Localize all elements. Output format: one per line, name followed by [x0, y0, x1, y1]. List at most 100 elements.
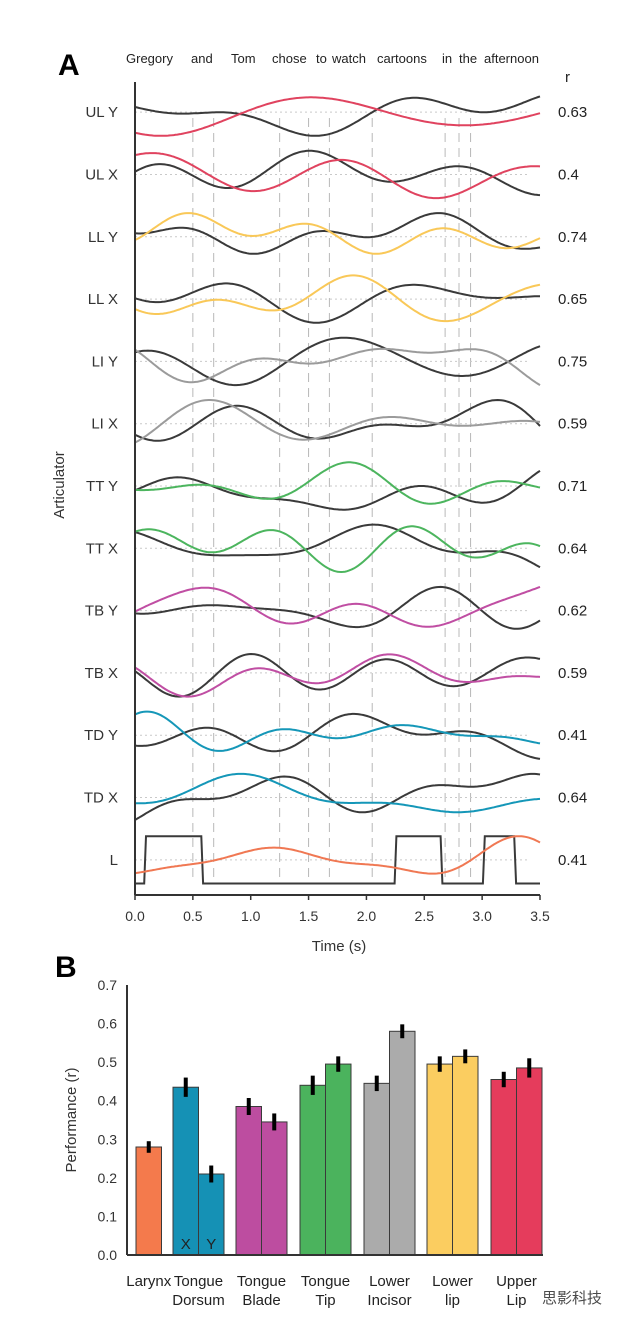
watermark: 思影科技	[535, 1285, 608, 1310]
predicted-trace	[134, 835, 541, 875]
word-label: chose	[272, 51, 307, 66]
articulator-label: UL Y	[85, 104, 118, 121]
bar	[490, 1079, 517, 1256]
bar	[389, 1030, 416, 1256]
actual-trace	[134, 398, 541, 442]
x-tick-label: 1.0	[241, 908, 261, 924]
panel-a-xticks: 0.0 0.5 1.0 1.5 2.0 2.5 3.0 3.5	[125, 895, 550, 924]
panel-b-categories: Larynx TongueDorsumTongueBladeTongueTipLo…	[126, 1273, 537, 1309]
x-tick-label: 1.5	[299, 908, 319, 924]
predicted-trace	[134, 525, 541, 574]
articulator-label: TT Y	[86, 478, 118, 495]
predicted-trace	[134, 461, 541, 505]
x-tick-label: 3.5	[530, 908, 550, 924]
panel-b-ylabel: Performance (r)	[63, 1067, 80, 1172]
actual-trace	[134, 336, 541, 387]
x-tick-label: 3.0	[472, 908, 492, 924]
category-label: Tongue	[174, 1273, 223, 1290]
actual-trace	[134, 652, 541, 698]
r-value: 0.74	[558, 229, 587, 246]
trace-area: UL Y 0.63 UL X 0.4 LL Y 0.74 LL X 0.65 LI Y 0.75 L…	[84, 95, 587, 885]
panel-b-letter: B	[55, 951, 77, 984]
articulator-label: LL Y	[88, 229, 118, 246]
word-label: afternoon	[484, 51, 539, 66]
r-value: 0.65	[558, 291, 587, 308]
bar	[235, 1106, 262, 1256]
actual-trace	[134, 523, 541, 569]
bar	[363, 1082, 390, 1256]
y-tick-label: 0.2	[98, 1170, 118, 1186]
panel-a-xlabel: Time (s)	[312, 938, 366, 955]
r-value: 0.63	[558, 104, 587, 121]
category-label: Larynx	[126, 1273, 172, 1290]
articulator-label: TD X	[84, 790, 118, 807]
r-value: 0.41	[558, 852, 587, 869]
y-tick-label: 0.6	[98, 1016, 118, 1032]
sentence-words: Gregory and Tom chose to watch cartoons …	[126, 51, 539, 66]
word-label: and	[191, 51, 213, 66]
category-label: Upper	[496, 1273, 537, 1290]
articulator-label: TT X	[86, 540, 118, 557]
category-label-line2: Lip	[506, 1292, 526, 1309]
bar	[452, 1055, 479, 1256]
panel-a-axes	[134, 82, 540, 896]
panel-a-ylabel: Articulator	[51, 451, 68, 519]
category-label: Lower	[432, 1273, 473, 1290]
predicted-trace	[134, 585, 541, 628]
predicted-trace	[135, 772, 541, 814]
bar	[426, 1063, 453, 1256]
actual-trace	[134, 469, 541, 511]
y-tick-label: 0.1	[98, 1208, 118, 1224]
word-label: watch	[331, 51, 366, 66]
bar	[135, 1146, 162, 1256]
articulator-label: LI Y	[92, 353, 118, 370]
articulator-label: LI X	[91, 416, 118, 433]
actual-trace	[134, 95, 541, 137]
actual-trace	[135, 835, 540, 885]
r-value: 0.41	[558, 727, 587, 744]
predicted-trace	[134, 653, 541, 698]
actual-trace	[134, 149, 541, 197]
panel-b-yticks: 0.0 0.1 0.2 0.3 0.4 0.5 0.6 0.7	[98, 977, 118, 1263]
bar	[198, 1173, 225, 1256]
r-value: 0.59	[558, 416, 587, 433]
y-tick-label: 0.5	[98, 1054, 118, 1070]
predicted-trace	[134, 399, 541, 444]
word-label: Tom	[231, 51, 256, 66]
category-label-line2: lip	[445, 1292, 460, 1309]
category-label-line2: Blade	[242, 1292, 280, 1309]
r-value: 0.71	[558, 478, 587, 495]
r-value: 0.59	[558, 665, 587, 682]
predicted-trace	[134, 152, 541, 200]
articulator-label: TD Y	[84, 727, 118, 744]
actual-trace	[134, 212, 541, 255]
x-tick-label: 2.0	[357, 908, 377, 924]
x-tick-label: 0.0	[125, 908, 145, 924]
category-label: Tongue	[301, 1273, 350, 1290]
r-value: 0.64	[558, 540, 587, 557]
articulator-label: TB X	[85, 665, 118, 682]
articulator-label: UL X	[85, 166, 118, 183]
x-tick-label: 2.5	[415, 908, 435, 924]
predicted-trace	[134, 347, 541, 386]
predicted-trace	[134, 710, 541, 752]
category-label: Tongue	[237, 1273, 286, 1290]
actual-trace	[134, 585, 541, 630]
bar-inner-label: Y	[206, 1236, 216, 1253]
bar	[325, 1063, 352, 1256]
panel-b-axes	[126, 985, 543, 1256]
r-value: 0.4	[558, 166, 579, 183]
word-label: cartoons	[377, 51, 427, 66]
y-tick-label: 0.4	[98, 1093, 118, 1109]
predicted-trace	[134, 96, 541, 137]
articulator-label: LL X	[88, 291, 118, 308]
articulator-label: TB Y	[85, 603, 118, 620]
category-label: Lower	[369, 1273, 410, 1290]
y-tick-label: 0.7	[98, 977, 118, 993]
word-label: to	[316, 51, 327, 66]
word-label: the	[459, 51, 477, 66]
articulator-label: L	[110, 852, 118, 869]
x-tick-label: 0.5	[183, 908, 203, 924]
